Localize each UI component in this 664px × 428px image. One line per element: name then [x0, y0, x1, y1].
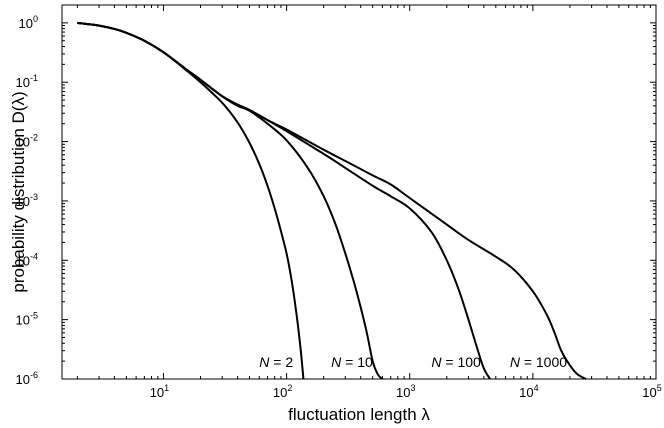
series-line-1 [77, 21, 305, 380]
label-layer: N = 2 N = 10 N = 100 N = 1000 [259, 354, 567, 370]
x-tick-label: 104 [519, 383, 538, 400]
y-tick-label: 10-2 [16, 133, 38, 150]
series-label-3: N = 100 [431, 354, 481, 370]
x-tick-label: 102 [273, 383, 292, 400]
series-label-2: N = 10 [331, 354, 373, 370]
x-axis-title: fluctuation length λ [288, 405, 430, 424]
series-line-2 [77, 21, 384, 380]
series-line-4 [77, 21, 587, 380]
y-tick-label: 10-4 [16, 251, 38, 268]
y-tick-label: 10-1 [16, 73, 38, 90]
series-layer [77, 21, 587, 380]
series-label-1: N = 2 [259, 354, 293, 370]
y-tick-label: 10-6 [16, 370, 38, 387]
series-line-3 [77, 21, 492, 380]
y-tick-label: 100 [19, 14, 38, 31]
y-axis-title: probability distribution D(λ) [9, 91, 28, 292]
x-tick-label: 103 [396, 383, 415, 400]
y-tick-label: 10-5 [16, 311, 38, 328]
plot-frame [61, 4, 657, 380]
series-label-4: N = 1000 [510, 354, 567, 370]
x-tick-label: 105 [642, 383, 661, 400]
y-tick-label: 10-3 [16, 192, 38, 209]
x-tick-label: 101 [150, 383, 169, 400]
tick-layer: 101 102 103 104 105 100 10-1 10-2 10-3 10-4 10-5 10… [16, 5, 662, 400]
